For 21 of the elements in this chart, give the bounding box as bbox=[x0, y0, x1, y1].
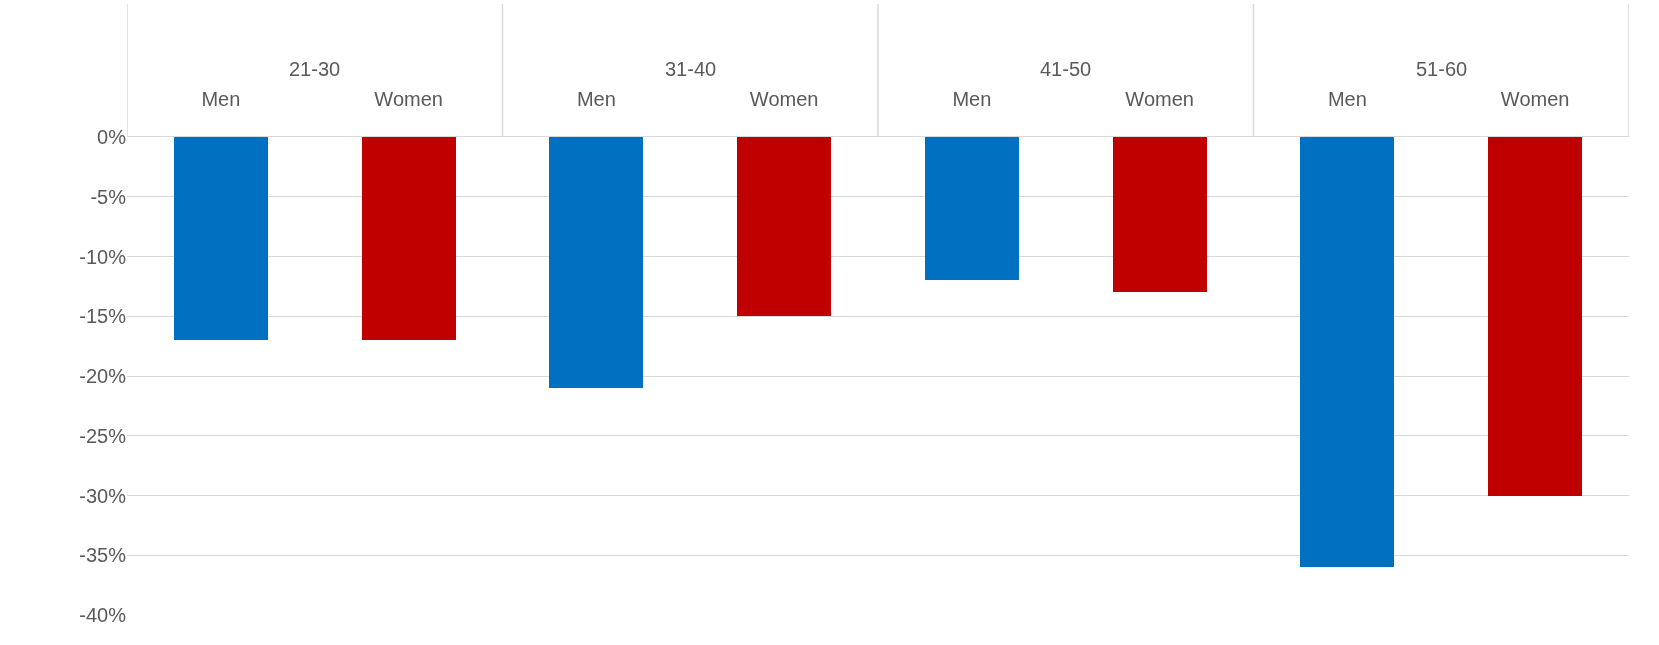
text: 41-50 bbox=[1040, 58, 1092, 80]
y-tick-label: -10% bbox=[79, 245, 127, 268]
text: 31-40 bbox=[665, 58, 717, 80]
y-tick-label: -15% bbox=[79, 305, 127, 328]
x-tick-label: Women bbox=[749, 88, 819, 110]
x-tick-label: Men bbox=[201, 88, 241, 110]
y-tick-label: -5% bbox=[90, 185, 127, 208]
x-tick-label: Men bbox=[952, 88, 992, 110]
y-tick-label: -30% bbox=[79, 484, 127, 507]
text: 21-30 bbox=[289, 58, 341, 80]
x-tick-label: Women bbox=[374, 88, 443, 110]
y-tick-label: -20% bbox=[79, 365, 127, 387]
x-tick-label: Men bbox=[1327, 88, 1367, 110]
x-tick-label: Women bbox=[1500, 88, 1570, 110]
x-tick-label: Women bbox=[1125, 88, 1194, 110]
y-tick-label: -25% bbox=[79, 424, 127, 447]
y-tick-label: -40% bbox=[79, 604, 127, 626]
y-tick-label: -35% bbox=[79, 544, 127, 567]
text: 51-60 bbox=[1416, 58, 1468, 80]
y-tick-label: 0% bbox=[97, 126, 127, 148]
x-tick-label: Men bbox=[576, 88, 616, 110]
